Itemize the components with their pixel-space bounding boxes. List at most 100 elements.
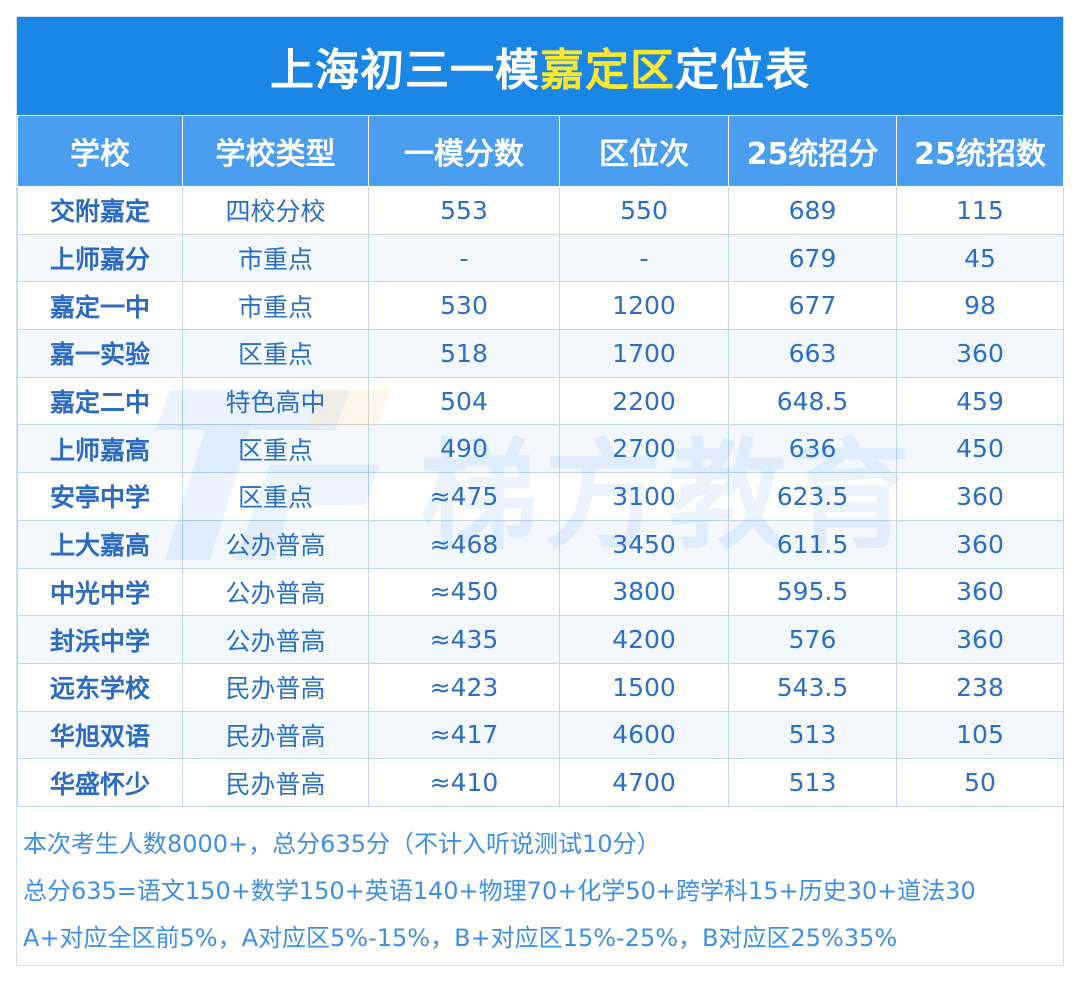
position-table-card: 上海初三一模 嘉定区 定位表 学校 学校类型 一模分数 区位次 25统招分 25统招… [16, 16, 1064, 966]
school-name-cell: 上师嘉高 [17, 424, 183, 474]
note-line: 本次考生人数8000+，总分635分（不计入听说测试10分） [23, 829, 661, 858]
table-cell: 504 [368, 376, 560, 426]
table-cell: 238 [896, 662, 1064, 712]
title-suffix: 定位表 [675, 45, 810, 96]
table-cell: 2700 [559, 424, 729, 474]
ranking-table: 学校 学校类型 一模分数 区位次 25统招分 25统招数 交附嘉定 四校分校 553… [17, 115, 1064, 807]
table-cell: 四校分校 [182, 186, 369, 235]
school-name-cell: 嘉一实验 [17, 329, 183, 378]
table-row: 上师嘉分 市重点 - -679 45 [17, 233, 1064, 283]
school-name-cell: 华盛怀少 [17, 758, 183, 807]
table-row: 嘉定一中 市重点 530 1200 677 98 [17, 281, 1064, 331]
column-header: 25统招分 [728, 115, 897, 187]
table-cell: 市重点 [182, 233, 369, 283]
table-row: 远东学校 民办普高 ≈423 1500 543.5 238 [17, 662, 1064, 712]
table-cell: 45 [896, 233, 1064, 283]
school-name-cell: 封浜中学 [17, 615, 183, 664]
table-cell: 公办普高 [182, 567, 369, 617]
school-name-cell: 安亭中学 [17, 472, 183, 521]
table-row: 交附嘉定 四校分校 553 550 689 115 [17, 186, 1064, 235]
table-cell: 360 [896, 567, 1064, 617]
title-highlight: 嘉定区 [540, 45, 675, 96]
table-cell: 450 [896, 424, 1064, 474]
table-cell: 623.5 [728, 472, 897, 521]
table-cell: 3800 [559, 567, 729, 617]
table-cell: 360 [896, 329, 1064, 378]
table-cell: ≈468 [368, 519, 560, 569]
school-name-cell: 上大嘉高 [17, 519, 183, 569]
table-cell: ≈410 [368, 758, 560, 807]
table-cell: 民办普高 [182, 662, 369, 712]
table-cell: 679 [728, 233, 897, 283]
title-prefix: 上海初三一模 [270, 45, 540, 96]
table-row: 上师嘉高 区重点 490 2700 636 450 [17, 424, 1064, 474]
table-cell: 553 [368, 186, 560, 235]
table-cell: 公办普高 [182, 615, 369, 664]
table-cell: 115 [896, 186, 1064, 235]
column-header: 学校 [17, 115, 183, 187]
table-row: 封浜中学 公办普高 ≈435 4200 576 360 [17, 615, 1064, 664]
column-header: 区位次 [559, 115, 729, 187]
table-row: 华盛怀少 民办普高 ≈410 4700 513 50 [17, 758, 1064, 807]
table-cell: ≈423 [368, 662, 560, 712]
table-cell: 530 [368, 281, 560, 331]
table-row: 中光中学 公办普高 ≈450 3800 595.5 360 [17, 567, 1064, 617]
table-cell: ≈450 [368, 567, 560, 617]
table-cell: 490 [368, 424, 560, 474]
table-row: 安亭中学 区重点 ≈475 3100 623.5 360 [17, 472, 1064, 521]
school-name-cell: 嘉定二中 [17, 376, 183, 426]
table-row: 嘉一实验 区重点 518 1700 663 360 [17, 329, 1064, 378]
table-cell: 689 [728, 186, 897, 235]
table-cell: 595.5 [728, 567, 897, 617]
school-name-cell: 远东学校 [17, 662, 183, 712]
school-name-cell: 交附嘉定 [17, 186, 183, 235]
table-cell: 4700 [559, 758, 729, 807]
table-cell: 公办普高 [182, 519, 369, 569]
table-cell: 市重点 [182, 281, 369, 331]
school-name-cell: 中光中学 [17, 567, 183, 617]
table-cell: 459 [896, 376, 1064, 426]
table-cell: 民办普高 [182, 758, 369, 807]
notes-section: 本次考生人数8000+，总分635分（不计入听说测试10分） 总分635=语文1… [17, 807, 1063, 962]
school-name-cell: 华旭双语 [17, 710, 183, 760]
table-cell: 1500 [559, 662, 729, 712]
table-cell: 360 [896, 472, 1064, 521]
table-cell: - [368, 233, 560, 283]
table-cell: 663 [728, 329, 897, 378]
table-cell: 576 [728, 615, 897, 664]
table-cell: 3100 [559, 472, 729, 521]
table-cell: 区重点 [182, 424, 369, 474]
table-cell: 550 [559, 186, 729, 235]
table-cell: 区重点 [182, 329, 369, 378]
table-cell: 4200 [559, 615, 729, 664]
table-header-row: 学校 学校类型 一模分数 区位次 25统招分 25统招数 [17, 115, 1064, 187]
school-name-cell: 嘉定一中 [17, 281, 183, 331]
table-cell: 特色高中 [182, 376, 369, 426]
table-cell: 50 [896, 758, 1064, 807]
table-row: 上大嘉高 公办普高 ≈468 3450 611.5 360 [17, 519, 1064, 569]
table-cell: 636 [728, 424, 897, 474]
page-title: 上海初三一模 嘉定区 定位表 [17, 17, 1063, 115]
table-cell: ≈475 [368, 472, 560, 521]
table-cell: ≈417 [368, 710, 560, 760]
table-cell: - [559, 233, 729, 283]
column-header: 一模分数 [368, 115, 560, 187]
table-cell: 1700 [559, 329, 729, 378]
table-cell: ≈435 [368, 615, 560, 664]
table-cell: 518 [368, 329, 560, 378]
table-cell: 543.5 [728, 662, 897, 712]
note-line: A+对应全区前5%，A对应区5%-15%，B+对应区15%-25%，B对应区25… [23, 923, 898, 952]
table-cell: 611.5 [728, 519, 897, 569]
table-cell: 513 [728, 710, 897, 760]
table-cell: 区重点 [182, 472, 369, 521]
table-cell: 513 [728, 758, 897, 807]
table-row: 华旭双语 民办普高 ≈417 4600 513 105 [17, 710, 1064, 760]
table-cell: 4600 [559, 710, 729, 760]
table-cell: 3450 [559, 519, 729, 569]
column-header: 学校类型 [182, 115, 369, 187]
table-cell: 105 [896, 710, 1064, 760]
school-name-cell: 上师嘉分 [17, 233, 183, 283]
table-cell: 民办普高 [182, 710, 369, 760]
table-cell: 648.5 [728, 376, 897, 426]
table-cell: 360 [896, 615, 1064, 664]
